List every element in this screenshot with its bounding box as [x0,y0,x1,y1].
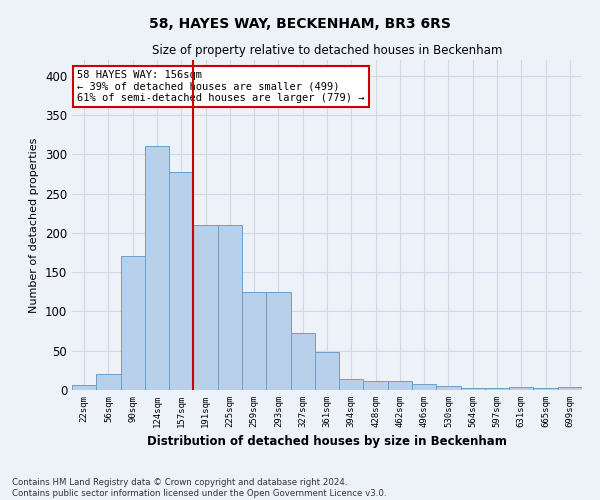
Bar [72,384,96,390]
Bar [218,225,242,390]
Bar [315,352,339,390]
Text: 58 HAYES WAY: 156sqm
← 39% of detached houses are smaller (499)
61% of semi-deta: 58 HAYES WAY: 156sqm ← 39% of detached h… [77,70,365,103]
Bar [169,172,193,390]
Bar [339,379,364,390]
Bar [193,225,218,390]
Bar [388,380,412,390]
Bar [266,292,290,390]
Y-axis label: Number of detached properties: Number of detached properties [29,138,40,312]
Bar [364,380,388,390]
Title: Size of property relative to detached houses in Beckenham: Size of property relative to detached ho… [152,44,502,58]
Bar [145,146,169,390]
Bar [242,292,266,390]
Bar [290,334,315,390]
Bar [509,387,533,390]
Bar [461,388,485,390]
Bar [121,256,145,390]
Bar [533,388,558,390]
Text: Contains HM Land Registry data © Crown copyright and database right 2024.
Contai: Contains HM Land Registry data © Crown c… [12,478,386,498]
Bar [485,388,509,390]
Bar [558,387,582,390]
Bar [96,374,121,390]
Text: 58, HAYES WAY, BECKENHAM, BR3 6RS: 58, HAYES WAY, BECKENHAM, BR3 6RS [149,18,451,32]
Bar [436,386,461,390]
Bar [412,384,436,390]
X-axis label: Distribution of detached houses by size in Beckenham: Distribution of detached houses by size … [147,436,507,448]
